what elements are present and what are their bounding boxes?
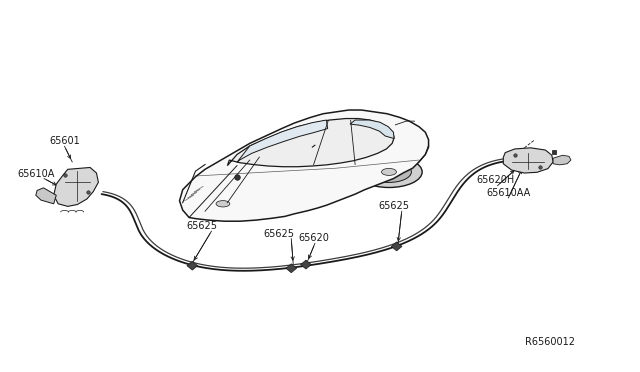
Text: 65620: 65620 [298,234,329,243]
Text: 65610AA: 65610AA [486,188,531,198]
Polygon shape [187,261,198,270]
Ellipse shape [216,201,230,207]
Polygon shape [286,264,296,273]
Polygon shape [54,167,99,206]
Polygon shape [503,148,553,173]
Ellipse shape [192,190,253,218]
Polygon shape [350,120,394,138]
Ellipse shape [202,194,244,213]
Ellipse shape [356,156,422,187]
Polygon shape [36,188,56,204]
Polygon shape [553,155,571,165]
Text: 65610A: 65610A [17,169,54,179]
Text: 65625: 65625 [186,221,218,231]
Text: 65620H: 65620H [477,175,515,185]
Text: 65625: 65625 [378,201,409,211]
Text: 65625: 65625 [263,229,294,238]
Text: 65601: 65601 [49,136,80,146]
Polygon shape [237,120,328,162]
Ellipse shape [367,161,412,182]
Polygon shape [391,242,402,251]
Polygon shape [227,119,394,167]
Text: R6560012: R6560012 [525,337,575,347]
Polygon shape [179,110,429,221]
Polygon shape [301,260,311,269]
Ellipse shape [381,169,396,176]
